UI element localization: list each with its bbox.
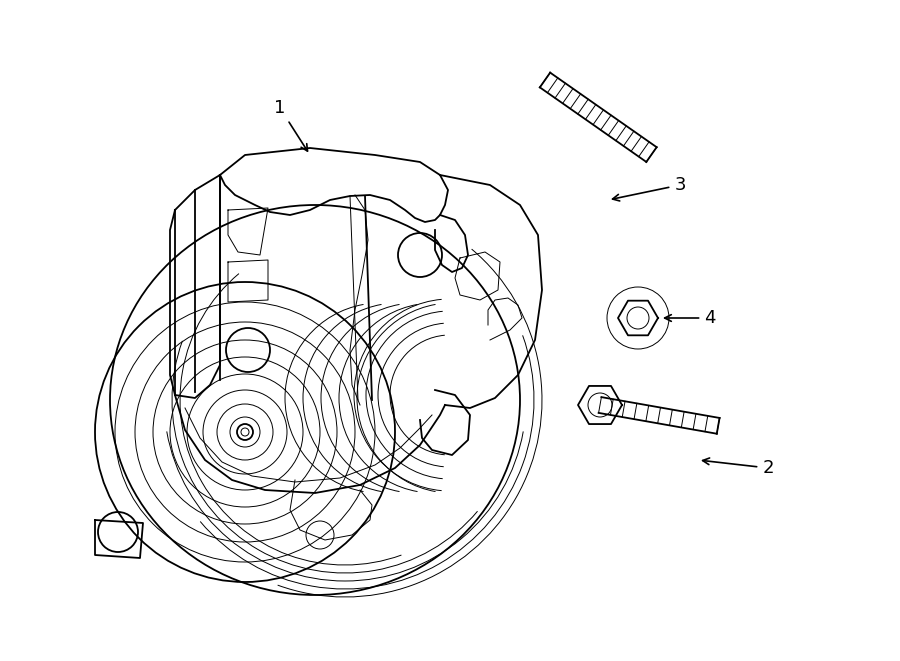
Text: 1: 1 [274,99,308,151]
Text: 2: 2 [703,458,774,477]
Text: 3: 3 [613,176,686,201]
Text: 4: 4 [664,309,716,327]
